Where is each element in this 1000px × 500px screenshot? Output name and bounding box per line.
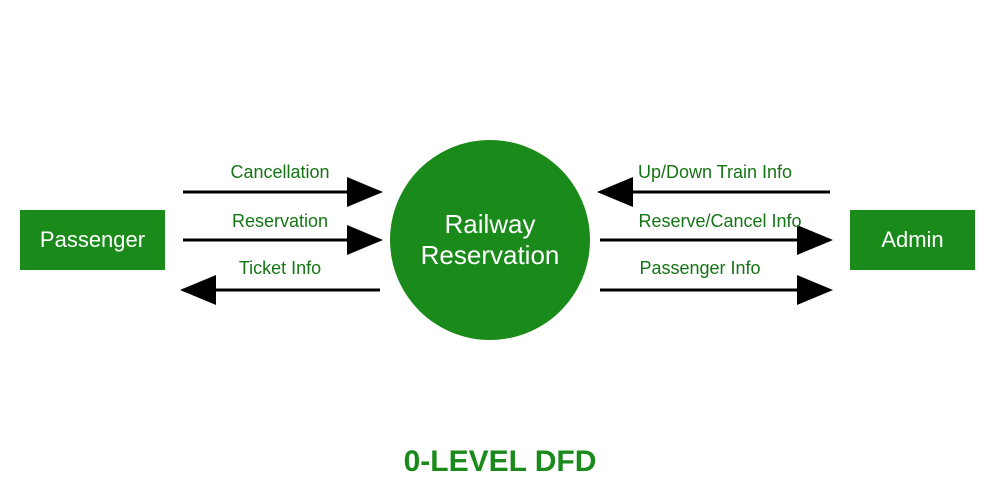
label-reserve-cancel: Reserve/Cancel Info: [620, 211, 820, 232]
entity-passenger: Passenger: [20, 210, 165, 270]
label-train-info: Up/Down Train Info: [615, 162, 815, 183]
diagram-title: 0-LEVEL DFD: [0, 445, 1000, 479]
label-passenger-info: Passenger Info: [625, 258, 775, 279]
process-label-line1: Railway: [444, 209, 535, 240]
label-cancellation: Cancellation: [220, 162, 340, 183]
label-reservation: Reservation: [220, 211, 340, 232]
process-label-line2: Reservation: [421, 240, 560, 271]
process-railway-reservation: Railway Reservation: [390, 140, 590, 340]
entity-admin: Admin: [850, 210, 975, 270]
label-ticket-info: Ticket Info: [225, 258, 335, 279]
